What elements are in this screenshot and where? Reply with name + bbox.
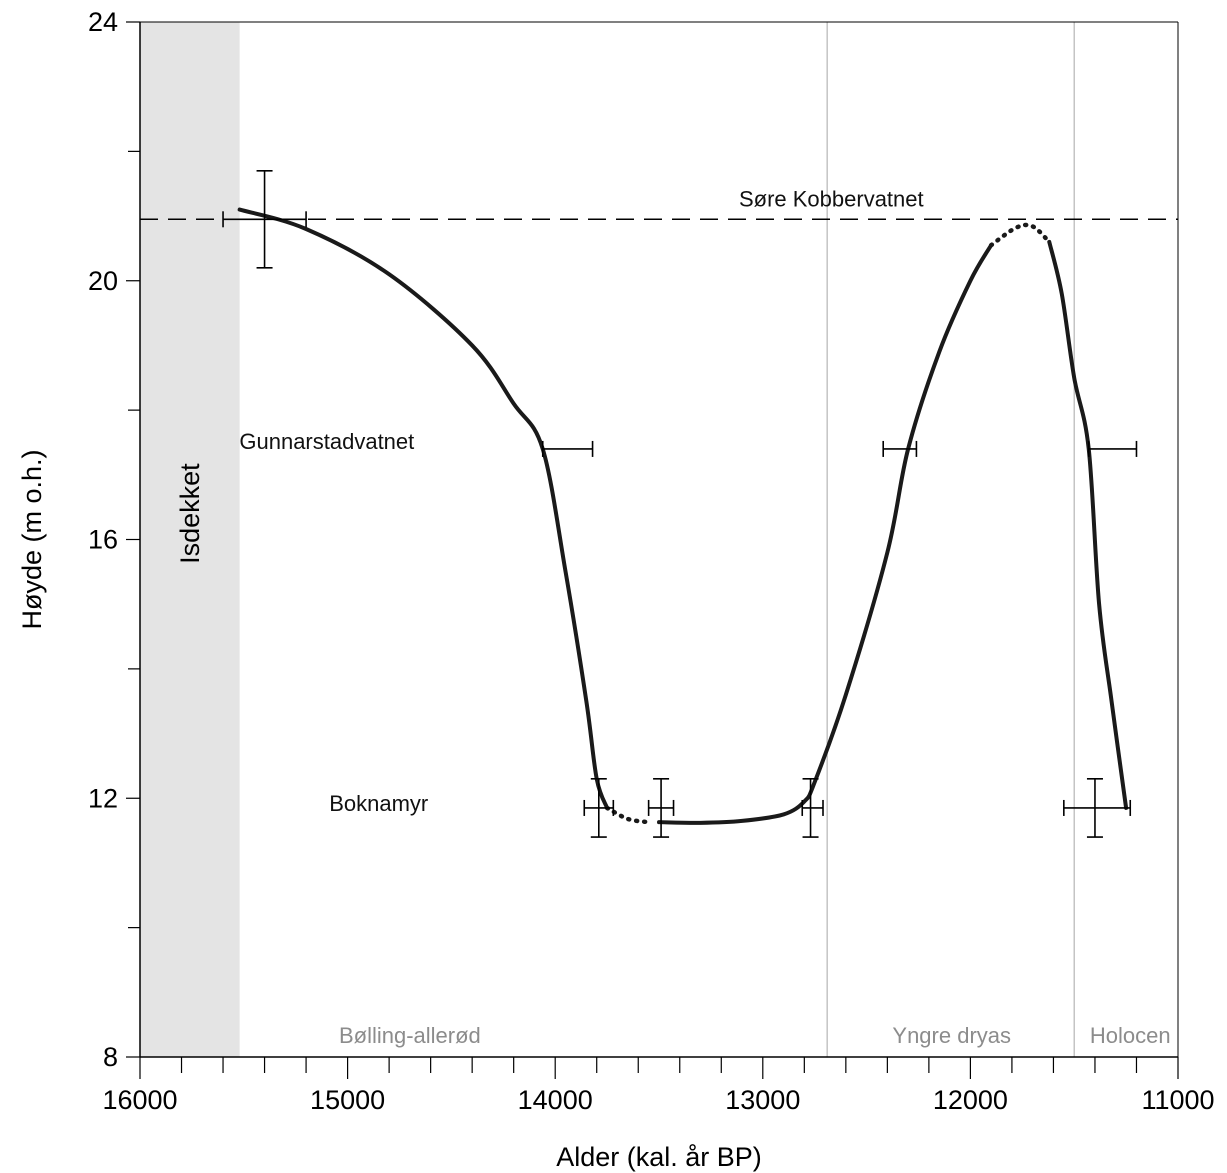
y-axis-title: Høyde (m o.h.) [17,449,47,629]
x-axis-title: Alder (kal. år BP) [556,1142,762,1172]
curve-segment-solid [657,243,994,825]
x-tick-label: 15000 [310,1085,385,1115]
threshold-label: Søre Kobbervatnet [739,186,924,211]
curve-segment-solid [237,207,610,810]
error-bar [541,440,594,457]
error-bar [222,169,307,269]
y-tick-label: 8 [103,1042,118,1072]
site-label-boknamyr: Boknamyr [329,791,428,816]
error-bar [801,778,824,838]
curve-segment-dotted [988,222,1052,248]
error-bar [583,778,615,838]
error-bar [1063,778,1132,838]
ice-cover-rect [140,22,240,1057]
curve-segment-dotted [604,805,651,825]
axes: 16000 15000 14000 13000 12000 11000 8 12 16 20 24 [88,7,1215,1115]
x-tick-label: 13000 [725,1085,800,1115]
labels: Isdekket Søre Kobbervatnet Gunnarstadvat… [17,186,1171,1172]
y-tick-label: 20 [88,266,118,296]
lake-level-curve [237,207,1129,825]
period-label-bolling-allerod: Bølling-allerød [339,1023,481,1048]
period-label-yngre-dryas: Yngre dryas [892,1023,1011,1048]
y-tick-label: 24 [88,7,118,37]
x-tick-label: 14000 [518,1085,593,1115]
site-label-gunnarstadvatnet: Gunnarstadvatnet [239,429,414,454]
ice-cover-region [140,22,240,1057]
y-tick-label: 16 [88,525,118,555]
y-tick-label: 12 [88,783,118,813]
period-boundaries [826,22,1075,1057]
error-bars [222,169,1138,838]
period-label-holocen: Holocen [1090,1023,1171,1048]
x-tick-label: 11000 [1141,1085,1214,1115]
error-bar [882,440,918,457]
error-bar [647,778,675,838]
ice-cover-label: Isdekket [175,463,205,564]
x-tick-label: 16000 [102,1085,177,1115]
curve-segment-solid [1047,239,1129,810]
x-tick-label: 12000 [933,1085,1008,1115]
error-bar [1087,440,1138,457]
